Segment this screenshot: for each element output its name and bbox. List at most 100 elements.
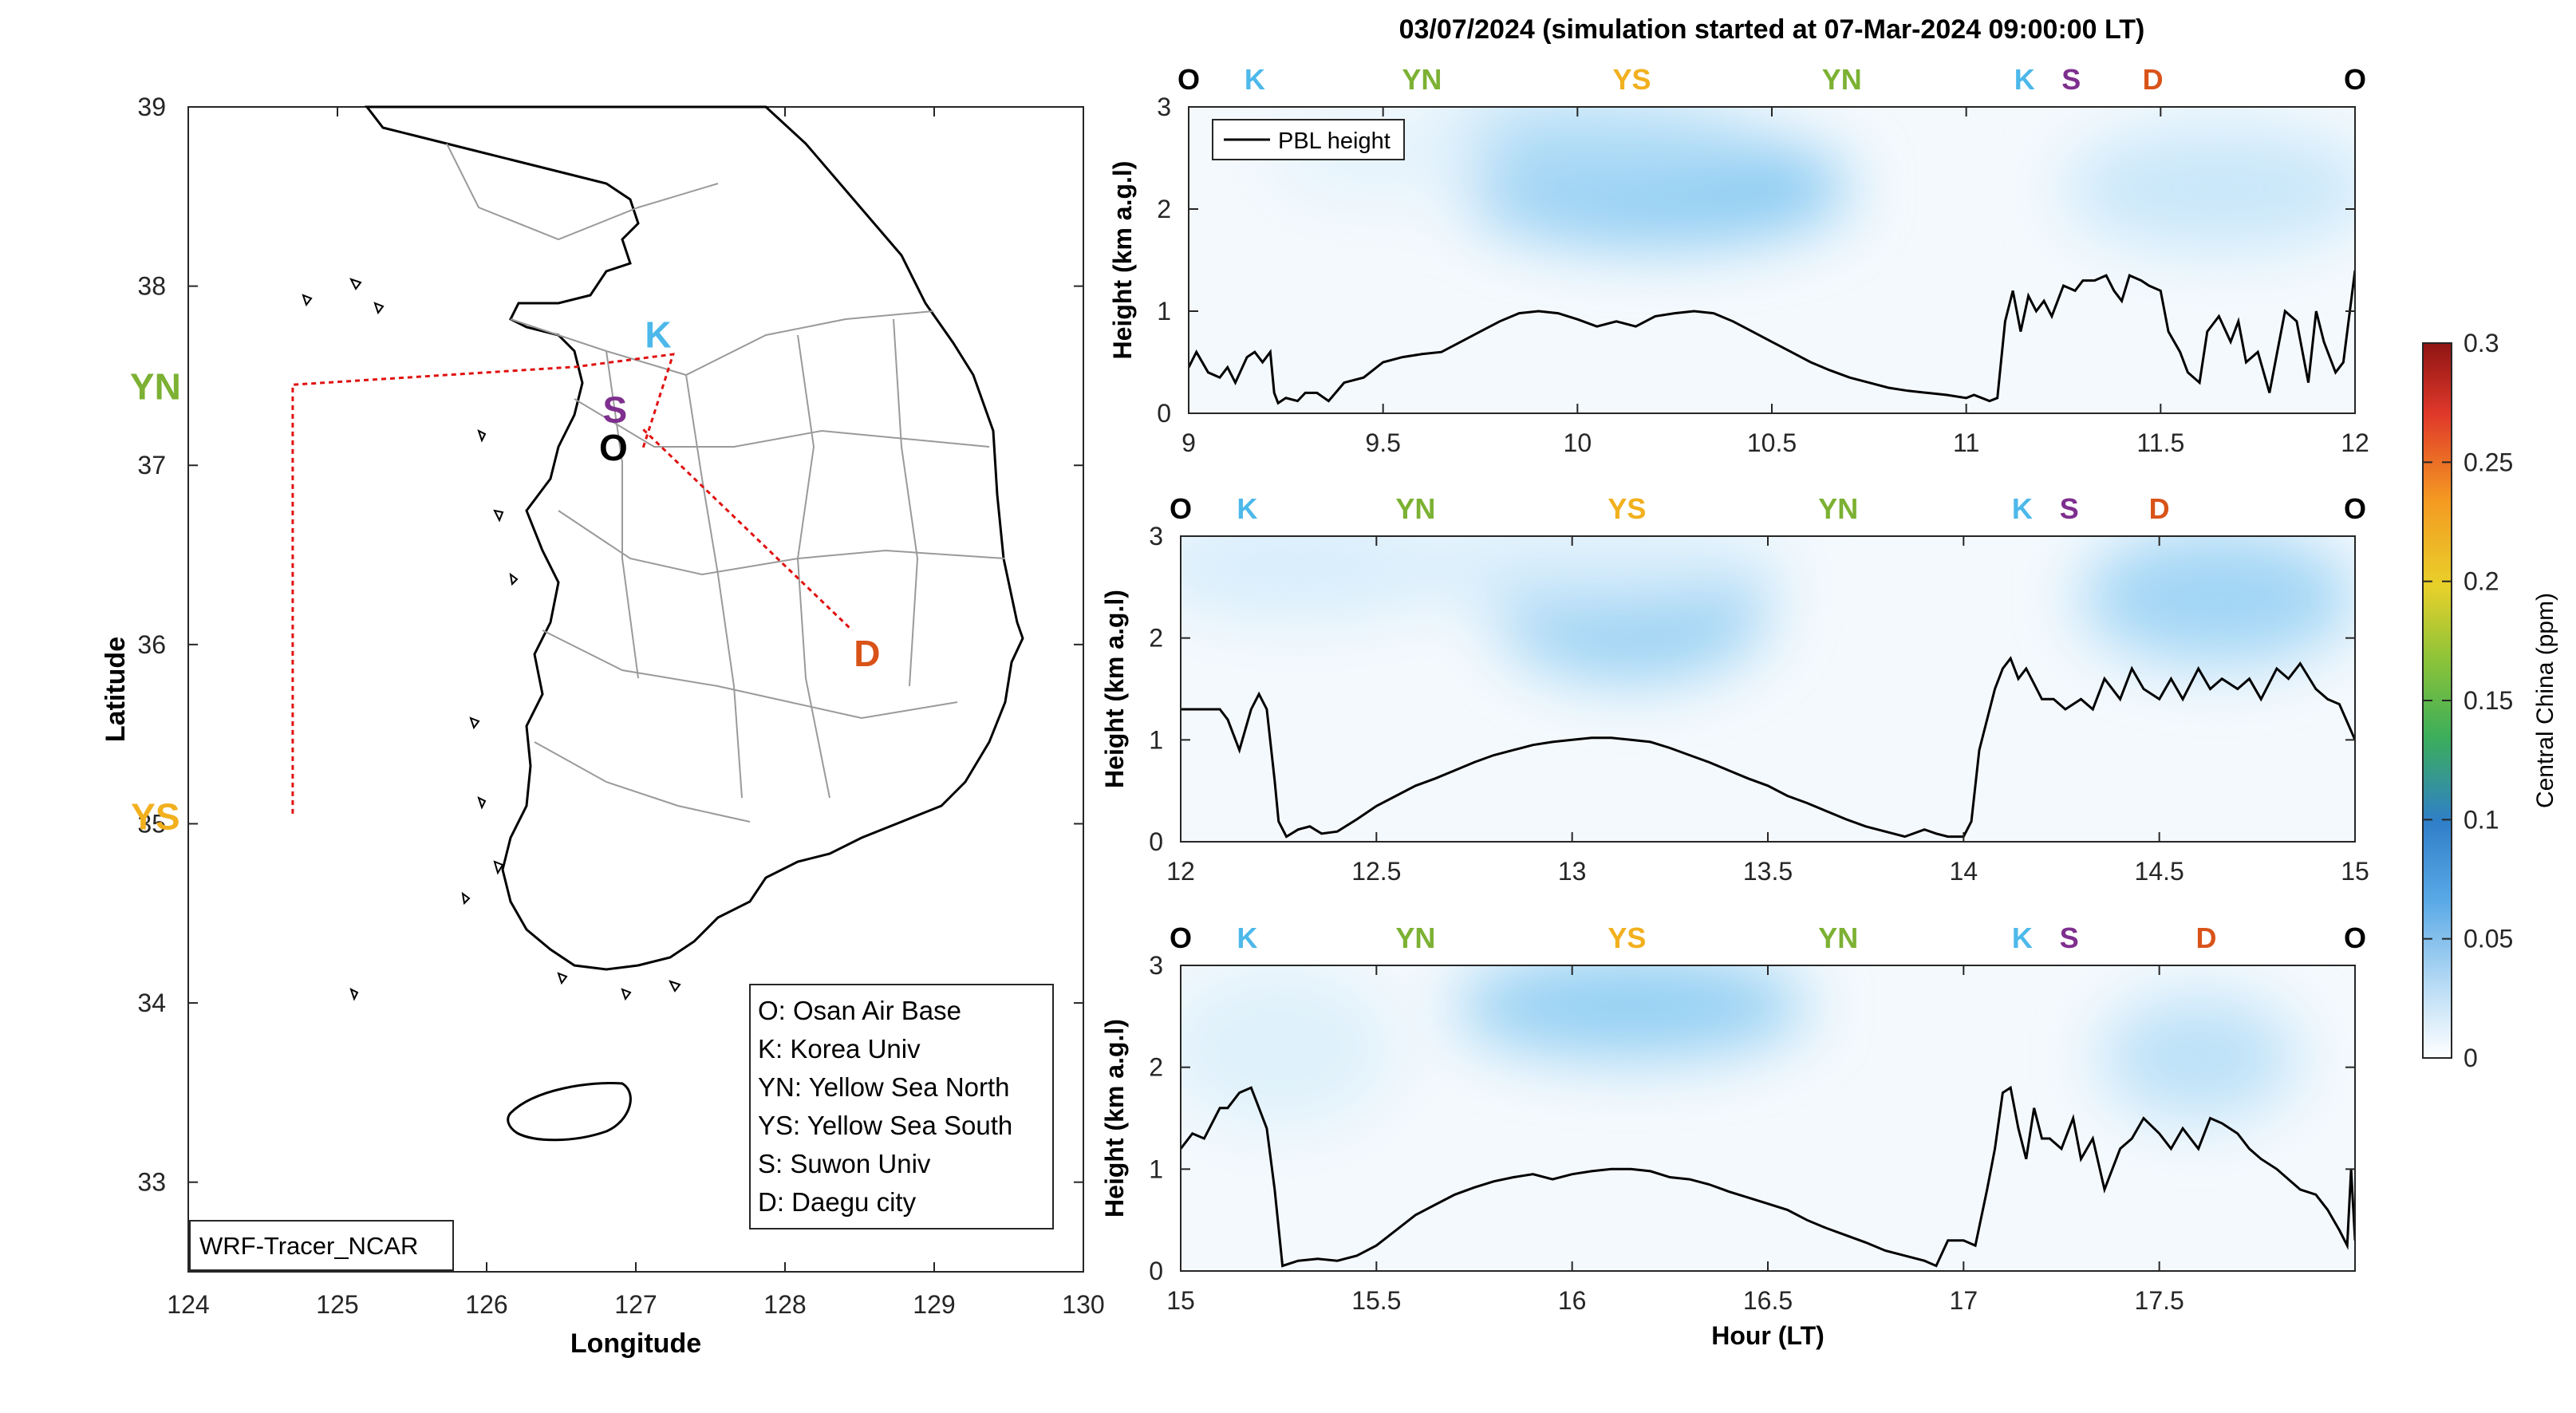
legend-item: K: Korea Univ <box>758 1034 921 1064</box>
site-marker-k: K <box>1237 492 1257 525</box>
pbl-height-line <box>1181 1085 2355 1268</box>
colorbar-tick-label: 0.3 <box>2464 329 2499 357</box>
xtick-label: 13.5 <box>1743 857 1793 886</box>
xtick-label: 17 <box>1950 1286 1978 1315</box>
ytick-label: 1 <box>1149 725 1163 754</box>
ytick-label: 2 <box>1157 195 1171 223</box>
site-label-s: S <box>602 389 627 431</box>
site-marker-o: O <box>1178 63 1200 96</box>
tracer-plume <box>1181 965 1396 1129</box>
site-marker-yn: YN <box>1395 922 1435 954</box>
map-ytick-label: 34 <box>137 989 166 1017</box>
map-xtick-label: 124 <box>167 1290 209 1319</box>
west-islands <box>302 278 681 1001</box>
coastline <box>364 105 1024 971</box>
province-boundary <box>534 741 751 823</box>
ytick-label: 3 <box>1149 522 1163 551</box>
ytick-label: 1 <box>1149 1154 1163 1183</box>
tracer-plume <box>2063 127 2355 251</box>
map-xtick-label: 129 <box>913 1290 955 1319</box>
xtick-label: 13 <box>1558 857 1587 886</box>
site-marker-k: K <box>1237 922 1257 954</box>
xtick-label: 15 <box>2341 857 2369 886</box>
tracer-plume <box>1454 965 1808 1057</box>
colorbar-tick-label: 0.2 <box>2464 567 2499 596</box>
site-marker-k: K <box>2014 63 2035 96</box>
site-marker-yn: YN <box>1818 922 1858 954</box>
map-xtick-label: 127 <box>614 1290 657 1319</box>
province-boundary <box>558 510 1006 576</box>
site-marker-yn: YN <box>1402 63 1442 96</box>
site-marker-o: O <box>2344 63 2366 96</box>
legend-item: D: Daegu city <box>758 1187 917 1217</box>
map-xtick-label: 130 <box>1062 1290 1104 1319</box>
ytick-label: 2 <box>1149 1053 1163 1082</box>
site-label-o: O <box>599 427 628 468</box>
xtick-label: 16.5 <box>1743 1286 1793 1315</box>
site-legend: O: Osan Air Base K: Korea Univ YN: Yello… <box>758 996 1012 1217</box>
colorbar-tick-label: 0.25 <box>2464 448 2513 476</box>
map-ytick-label: 39 <box>137 93 166 121</box>
ytick-label: 3 <box>1157 93 1171 121</box>
ytick-label: 3 <box>1149 951 1163 980</box>
pbl-height-line <box>1181 656 2355 839</box>
colorbar: 0 0.05 0.1 0.15 0.2 0.25 0.3 Central China (pp… <box>2422 329 2558 1072</box>
tracer-field <box>1181 536 2355 842</box>
xtick-label: 10.5 <box>1747 428 1797 457</box>
map-panel: 124 125 126 127 128 129 130 33 34 35 36 37 38 39 <box>101 93 1105 1359</box>
colorbar-tick-label: 0 <box>2464 1044 2478 1072</box>
tracer-field <box>1181 965 2355 1271</box>
ytick-label: 2 <box>1149 624 1163 653</box>
site-label-yn: YN <box>130 365 181 407</box>
site-marker-o: O <box>2344 922 2366 954</box>
tracer-plume <box>1356 536 1788 608</box>
model-label-box <box>189 1220 454 1271</box>
xtick-label: 15 <box>1166 1286 1195 1315</box>
tracer-plume <box>2081 536 2355 664</box>
province-boundary <box>510 310 934 377</box>
xtick-label: 12.5 <box>1351 857 1401 886</box>
model-label: WRF-Tracer_NCAR <box>199 1232 418 1260</box>
legend-item: YN: Yellow Sea North <box>758 1072 1010 1102</box>
ytick-label: 0 <box>1157 399 1171 428</box>
province-boundary <box>606 350 639 679</box>
peninsula <box>302 105 1024 1142</box>
site-marker-k: K <box>1245 63 1265 96</box>
route-line-daegu <box>642 428 854 631</box>
site-marker-s: S <box>2060 492 2079 525</box>
xtick-label: 14.5 <box>2135 857 2184 886</box>
tracer-plume <box>2101 996 2297 1119</box>
legend-item: O: Osan Air Base <box>758 996 961 1025</box>
xtick-label: 12 <box>2341 428 2369 457</box>
province-boundary <box>796 334 830 799</box>
site-marker-d: D <box>2149 492 2170 525</box>
panel-ylabel: Height (km a.g.l) <box>1108 161 1137 360</box>
site-marker-k: K <box>2012 492 2033 525</box>
panel-ylabel: Height (km a.g.l) <box>1100 1019 1129 1218</box>
site-markers: KSO YN YS D <box>130 314 881 837</box>
site-marker-o: O <box>1170 922 1192 954</box>
province-boundary <box>574 398 990 448</box>
map-ytick-label: 33 <box>137 1168 166 1197</box>
map-xtick-label: 126 <box>465 1290 507 1319</box>
legend-item: S: Suwon Univ <box>758 1149 931 1178</box>
xtick-label: 10 <box>1564 428 1592 457</box>
colorbar-tick-label: 0.05 <box>2464 925 2513 953</box>
map-ylabel: Latitude <box>101 637 131 742</box>
xtick-label: 11 <box>1953 428 1979 457</box>
pbl-legend-label: PBL height <box>1278 128 1391 154</box>
province-boundary <box>893 318 919 687</box>
site-marker-d: D <box>2143 63 2164 96</box>
site-label-ys: YS <box>131 795 179 837</box>
map-ytick-label: 37 <box>137 451 166 480</box>
map-ytick-label: 35 <box>137 809 166 838</box>
site-marker-yn: YN <box>1818 492 1858 525</box>
map-ticks: 124 125 126 127 128 129 130 33 34 35 36 37 38 39 <box>137 93 1104 1319</box>
colorbar-label: Central China (ppm) <box>2532 593 2558 808</box>
site-label-k: K <box>645 314 671 355</box>
xtick-label: 16 <box>1558 1286 1587 1315</box>
